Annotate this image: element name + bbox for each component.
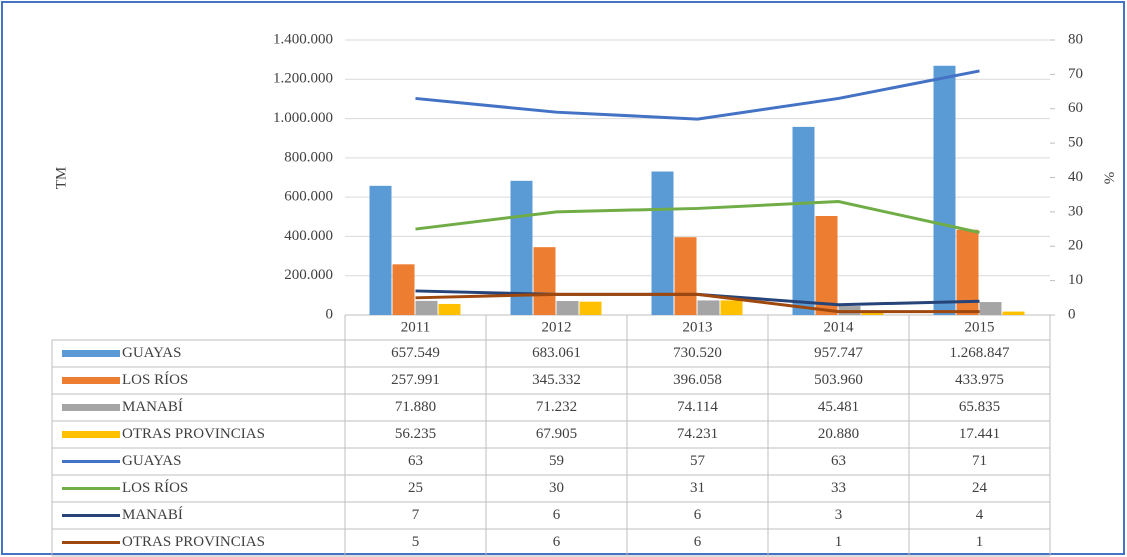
bar (979, 302, 1002, 315)
table-cell: 730.520 (673, 345, 722, 361)
table-cell: 45.481 (818, 399, 859, 415)
line (415, 292, 980, 314)
y2-tick-label: 30 (1068, 203, 1083, 219)
x-tick-label: 2012 (542, 319, 572, 335)
table-cell: 59 (549, 453, 564, 469)
table-cell: 6 (553, 507, 561, 523)
bar (674, 237, 697, 315)
table-cell: 71.232 (536, 399, 577, 415)
legend-label: MANABÍ (122, 398, 183, 415)
table-cell: 74.231 (677, 426, 718, 442)
x-tick-label: 2015 (965, 319, 995, 335)
bar (697, 300, 720, 315)
bar (415, 300, 438, 315)
table-cell: 5 (412, 534, 420, 550)
table-cell: 345.332 (532, 372, 581, 388)
table-cell: 6 (694, 507, 702, 523)
line (415, 200, 980, 234)
y2-axis-label: % (1101, 172, 1117, 185)
y-tick-label: 200.000 (284, 267, 333, 283)
table-cell: 1 (976, 534, 984, 550)
table-cell: 7 (412, 507, 420, 523)
table-cell: 31 (690, 480, 705, 496)
bar (933, 65, 956, 315)
legend-label: GUAYAS (122, 453, 181, 469)
bar (556, 301, 579, 315)
y2-tick-label: 60 (1068, 100, 1083, 116)
bar (1002, 311, 1025, 315)
table-cell: 433.975 (955, 372, 1004, 388)
table-cell: 6 (553, 534, 561, 550)
x-tick-label: 2013 (683, 319, 713, 335)
y2-tick-label: 80 (1068, 31, 1083, 47)
y-tick-label: 1.200.000 (273, 71, 333, 87)
table-cell: 503.960 (814, 372, 863, 388)
table-cell: 30 (549, 480, 564, 496)
table-cell: 20.880 (818, 426, 859, 442)
y-tick-label: 1.000.000 (273, 110, 333, 126)
line (415, 69, 980, 121)
table-cell: 25 (408, 480, 423, 496)
table-cell: 3 (835, 507, 843, 523)
table-cell: 57 (690, 453, 706, 469)
table-cell: 4 (976, 507, 984, 523)
y-tick-label: 0 (326, 306, 334, 322)
table-cell: 63 (408, 453, 423, 469)
table-cell: 24 (972, 480, 988, 496)
y2-tick-label: 40 (1068, 169, 1083, 185)
table-cell: 71 (972, 453, 987, 469)
bar (438, 303, 461, 315)
table-cell: 56.235 (395, 426, 436, 442)
table-cell: 65.835 (959, 399, 1000, 415)
table-cell: 1.268.847 (950, 345, 1011, 361)
y-tick-label: 1.400.000 (273, 31, 333, 47)
legend-label: LOS RÍOS (122, 371, 188, 388)
table-cell: 74.114 (677, 399, 718, 415)
legend-label: LOS RÍOS (122, 479, 188, 496)
y2-tick-label: 20 (1068, 238, 1083, 254)
bar (720, 300, 743, 315)
table-cell: 33 (831, 480, 846, 496)
table-cell: 1 (835, 534, 843, 550)
table-cell: 17.441 (959, 426, 1000, 442)
legend-label: OTRAS PROVINCIAS (122, 426, 265, 442)
table-cell: 63 (831, 453, 846, 469)
x-tick-label: 2014 (824, 319, 855, 335)
y2-tick-label: 0 (1068, 306, 1076, 322)
bar (792, 126, 815, 315)
y-axis-label: TM (53, 167, 69, 190)
y-tick-label: 800.000 (284, 149, 333, 165)
x-tick-label: 2011 (401, 319, 430, 335)
table-cell: 396.058 (673, 372, 722, 388)
table-cell: 71.880 (395, 399, 436, 415)
table-cell: 683.061 (532, 345, 581, 361)
bar (956, 229, 979, 315)
table-cell: 957.747 (814, 345, 863, 361)
bar (392, 264, 415, 315)
bar (815, 216, 838, 315)
y2-tick-label: 70 (1068, 66, 1083, 82)
bar (651, 171, 674, 315)
bar (579, 301, 602, 315)
y2-tick-label: 10 (1068, 272, 1083, 288)
legend-label: OTRAS PROVINCIAS (122, 534, 265, 550)
table-cell: 657.549 (391, 345, 440, 361)
legend-label: MANABÍ (122, 506, 183, 523)
table-cell: 257.991 (391, 372, 440, 388)
y2-tick-label: 50 (1068, 135, 1083, 151)
bar (533, 247, 556, 315)
y-tick-label: 400.000 (284, 228, 333, 244)
bar (369, 185, 392, 315)
table-cell: 6 (694, 534, 702, 550)
legend-label: GUAYAS (122, 345, 181, 361)
y-tick-label: 600.000 (284, 189, 333, 205)
table-cell: 67.905 (536, 426, 577, 442)
